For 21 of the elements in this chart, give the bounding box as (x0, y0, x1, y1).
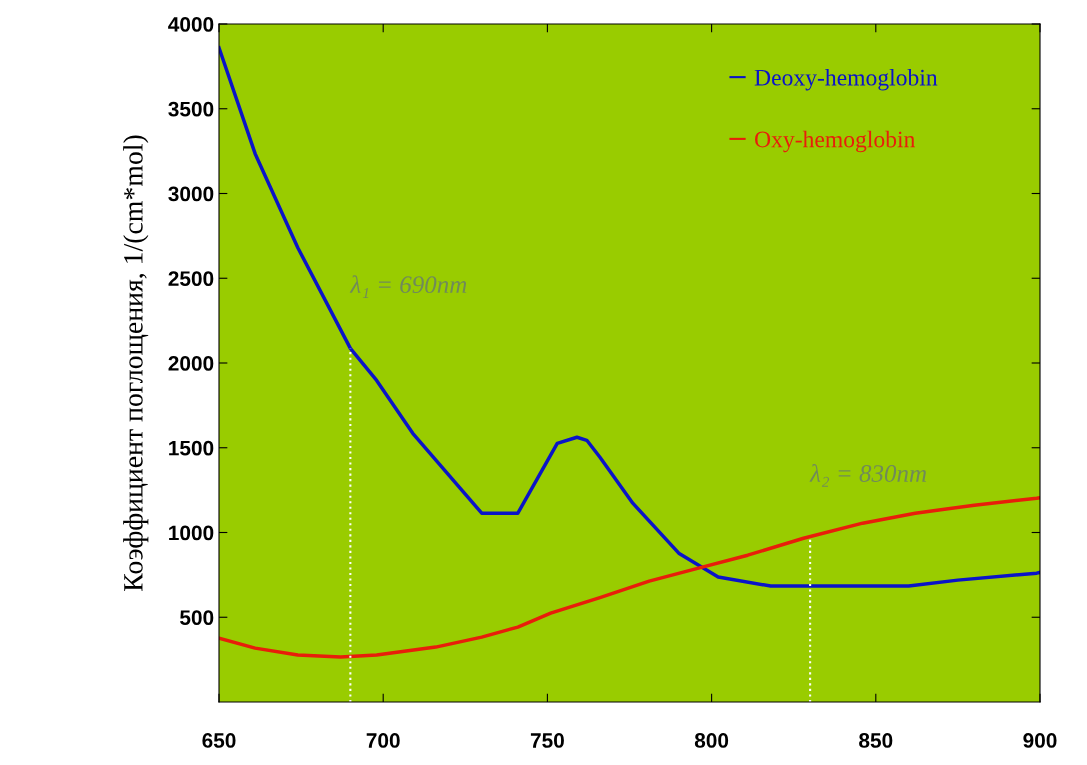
y-tick-label: 3000 (168, 186, 214, 202)
y-tick-label: 1500 (169, 440, 214, 456)
x-tick-label: 750 (530, 733, 564, 748)
y-tick-label: 500 (180, 610, 214, 625)
y-tick-label: 2000 (168, 356, 214, 371)
y-tick-label: 4000 (168, 17, 214, 32)
x-tick-label: 650 (202, 733, 236, 748)
annotation: λ₂ = 830nm (809, 464, 927, 487)
annotation: λ₁ = 690nm (349, 275, 467, 298)
line-series (219, 45, 1040, 588)
line-series (219, 496, 1040, 659)
legend-label: Oxy-hemoglobin (755, 130, 916, 153)
y-axis-title: Коэффициент поглощения, 1/(cm*mol) (123, 135, 149, 591)
legend-label: Deoxy-hemoglobin (754, 69, 938, 91)
y-tick-label: 3500 (168, 101, 214, 117)
x-tick-label: 700 (366, 733, 400, 748)
x-tick-label: 900 (1023, 733, 1057, 748)
x-tick-label: 800 (694, 733, 729, 748)
y-tick-label: 1000 (169, 525, 214, 541)
y-tick-label: 2500 (168, 271, 214, 286)
x-tick-label: 850 (859, 733, 893, 748)
